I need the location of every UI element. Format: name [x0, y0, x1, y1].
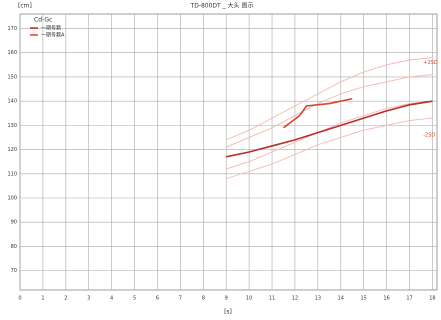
- y-tick-label: 150: [7, 74, 17, 80]
- chart-title: TD-800DT _ 大头 图示: [190, 2, 254, 10]
- x-tick-label: 9: [225, 296, 228, 302]
- legend-label: 一期号籍A: [41, 32, 65, 39]
- x-tick-label: 11: [269, 296, 275, 302]
- y-tick-label: 160: [7, 50, 17, 56]
- x-tick-label: 8: [202, 296, 205, 302]
- x-tick-label: 2: [64, 296, 67, 302]
- x-tick-label: 7: [179, 296, 182, 302]
- y-tick-label: 120: [7, 147, 17, 153]
- annotation: +2SD: [423, 60, 438, 66]
- x-tick-label: 1: [41, 296, 44, 302]
- y-tick-label: 70: [11, 268, 17, 274]
- x-tick-label: 15: [360, 296, 366, 302]
- y-axis-label: [cm]: [18, 3, 32, 10]
- annotation: -2SD: [423, 133, 435, 139]
- x-tick-label: 14: [338, 296, 344, 302]
- x-tick-label: 16: [383, 296, 389, 302]
- x-tick-label: 4: [110, 296, 113, 302]
- y-tick-label: 110: [7, 171, 17, 177]
- x-tick-label: 18: [429, 296, 435, 302]
- x-tick-label: 3: [87, 296, 90, 302]
- y-tick-label: 100: [7, 196, 17, 202]
- series-line: [283, 97, 353, 129]
- x-tick-label: 13: [315, 296, 321, 302]
- series-line: [226, 117, 433, 180]
- x-tick-label: 5: [133, 296, 136, 302]
- x-tick-label: 0: [18, 296, 21, 302]
- x-tick-label: 6: [156, 296, 159, 302]
- series-line: [226, 57, 433, 141]
- y-tick-label: 80: [11, 244, 17, 250]
- y-tick-label: 140: [7, 99, 17, 105]
- series-line: [226, 100, 433, 170]
- series-line: [226, 100, 433, 158]
- y-tick-label: 130: [7, 123, 17, 129]
- series-line: [226, 74, 433, 148]
- x-tick-label: 17: [406, 296, 412, 302]
- x-tick-label: 12: [292, 296, 298, 302]
- y-tick-label: 170: [7, 26, 17, 32]
- x-axis-label: [s]: [224, 309, 232, 316]
- x-tick-label: 10: [246, 296, 252, 302]
- legend-label: 一期号籍: [41, 25, 61, 32]
- y-tick-label: 90: [11, 220, 17, 226]
